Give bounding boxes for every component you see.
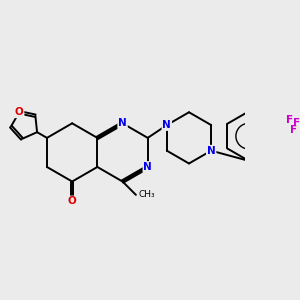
Text: O: O bbox=[68, 196, 76, 206]
Text: N: N bbox=[162, 120, 171, 130]
Text: N: N bbox=[143, 162, 152, 172]
Text: N: N bbox=[118, 118, 127, 128]
Text: F: F bbox=[286, 115, 293, 125]
Text: N: N bbox=[207, 146, 215, 156]
Text: F: F bbox=[293, 118, 300, 128]
Text: CH₃: CH₃ bbox=[139, 190, 155, 200]
Text: O: O bbox=[15, 107, 24, 117]
Text: F: F bbox=[290, 125, 297, 135]
